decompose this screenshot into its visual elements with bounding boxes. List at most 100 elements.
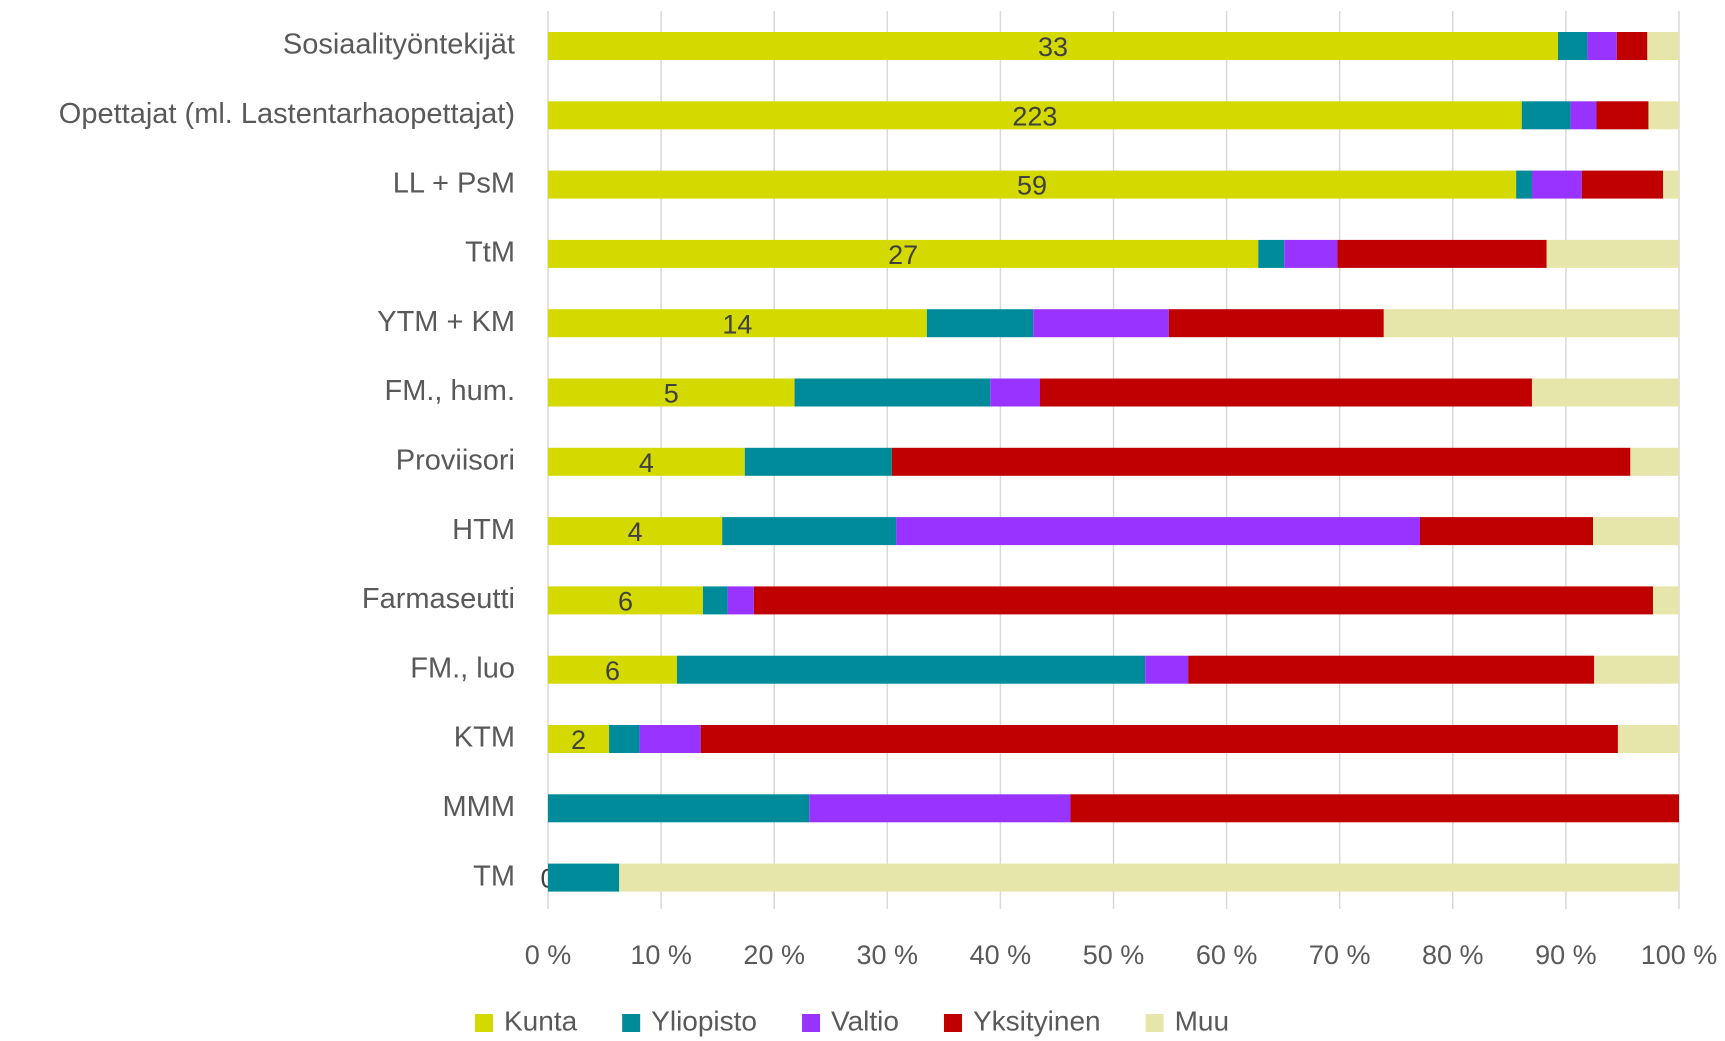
category-label: YTM + KM [377,306,515,338]
data-label: 223 [1012,101,1057,131]
legend-label: Muu [1175,1005,1229,1036]
bar-segment [548,32,1558,60]
category-label: FM., hum. [384,375,515,407]
data-label: 2 [571,725,586,755]
data-label: 59 [1017,171,1047,201]
bar-segment [1546,239,1679,268]
bar-segment [1596,101,1649,130]
bar-segment [1617,725,1679,753]
bar-segment [1531,378,1679,407]
bar-segment [548,378,795,407]
category-label: HTM [452,514,515,546]
bar-segment [990,378,1040,407]
bar-segment [1531,170,1582,199]
bar-segment [1593,517,1679,546]
data-label: 6 [605,656,620,686]
category-label: Proviisori [396,444,515,476]
legend-label: Valtio [831,1005,899,1036]
x-tick-label: 60 % [1196,940,1258,970]
bar-segment [609,725,640,753]
bar-segment [548,863,620,892]
x-tick-label: 90 % [1535,940,1597,970]
bar-segment [548,447,745,476]
bar-segment [1337,239,1547,268]
bar-segment [1033,309,1169,338]
category-label: Farmaseutti [362,583,515,615]
bar-segment [1383,309,1679,338]
x-tick-label: 20 % [743,940,805,970]
x-tick-label: 100 % [1641,940,1718,970]
legend-swatch [622,1014,641,1032]
category-label: MMM [443,791,515,823]
bar-segment [1258,239,1285,268]
bar-segment [1557,32,1588,60]
bar-segment [1070,794,1679,823]
category-label: Sosiaalityöntekijät [283,29,515,61]
data-label: 27 [888,240,918,270]
bar-segment [753,586,1653,615]
bar-segment [619,863,1680,892]
bar-segment [1648,101,1679,130]
bar-segment [1663,170,1679,199]
bar-segment [1516,170,1532,199]
x-tick-label: 30 % [857,940,919,970]
x-tick-label: 10 % [630,940,692,970]
bar-segment [1168,309,1384,338]
bar-segment [1188,655,1595,684]
bar-segment [1145,655,1189,684]
bar-segment [1570,101,1597,130]
legend-swatch [475,1014,493,1032]
x-tick-label: 70 % [1309,940,1371,970]
bar-segment [548,794,810,823]
legend-label: Yksityinen [973,1005,1101,1036]
bar-segment [1594,655,1679,684]
data-label: 5 [664,379,679,409]
bar-segment [639,725,701,753]
bar-segment [548,517,723,546]
legend-swatch [943,1014,962,1032]
x-tick-label: 50 % [1083,940,1145,970]
bar-segment [1521,101,1571,130]
bar-segment [548,586,703,615]
bar-segment [548,170,1517,199]
category-label: LL + PsM [393,167,515,199]
bar-segment [809,794,1071,823]
x-tick-label: 40 % [970,940,1032,970]
data-label: 14 [722,309,752,339]
data-label: 6 [618,587,633,617]
bar-segment [1284,239,1338,268]
bar-segment [891,447,1631,476]
legend-label: Yliopisto [651,1005,757,1036]
x-tick-label: 0 % [525,940,572,970]
bar-segment [744,447,892,476]
bar-segment [1647,32,1679,60]
bar-segment [676,655,1146,684]
bar-segment [926,309,1034,338]
x-tick-label: 80 % [1422,940,1484,970]
bar-segment [548,725,610,753]
category-label: TtM [465,237,515,269]
bar-segment [794,378,991,407]
category-label: KTM [454,722,515,754]
bar-segment [548,655,677,684]
legend-label: Kunta [504,1005,578,1036]
bar-segment [722,517,897,546]
data-label: 4 [639,448,654,478]
data-label: 4 [628,517,643,547]
bar-segment [1581,170,1664,199]
bar-segment [727,586,754,615]
bar-segment [1587,32,1617,60]
bar-segment [548,309,927,338]
data-label: 33 [1038,32,1068,62]
bar-segment [700,725,1618,753]
bar-segment [1652,586,1679,615]
bar-segment [548,101,1522,130]
bar-segment [1616,32,1648,60]
legend-swatch [802,1014,821,1032]
bar-segment [1420,517,1594,546]
bar-segment [702,586,728,615]
category-label: Opettajat (ml. Lastentarhaopettajat) [59,98,515,130]
bar-segment [896,517,1421,546]
bar-segment [1630,447,1679,476]
